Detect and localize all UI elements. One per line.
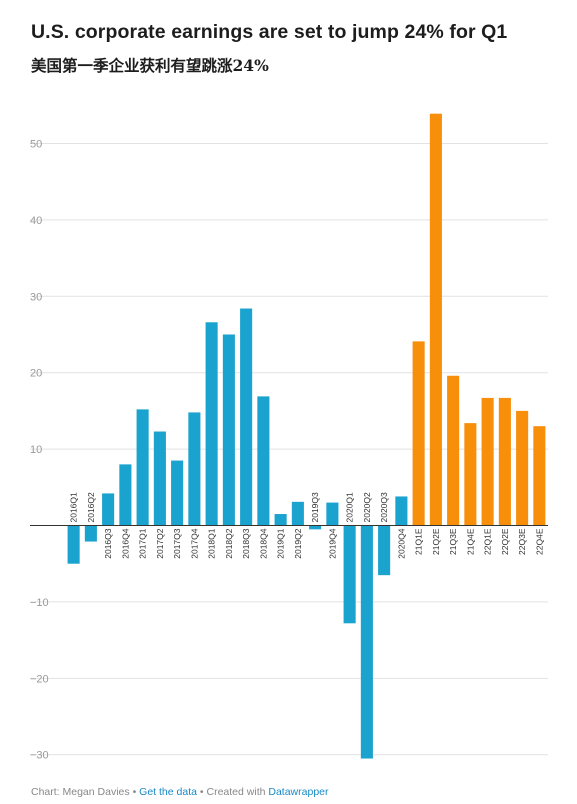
datawrapper-link[interactable]: Datawrapper — [268, 786, 329, 798]
gridlines: −30 −20 −10 10 20 30 40 50 — [30, 138, 548, 762]
category-label: 21Q3E — [448, 528, 458, 555]
category-label: 22Q2E — [500, 528, 510, 555]
footer: Chart: Megan Davies • Get the data • Cre… — [31, 786, 329, 798]
category-label: 2018Q2 — [224, 528, 234, 559]
y-tick-label: −20 — [30, 673, 49, 685]
bar-21Q1E — [412, 341, 425, 526]
y-tick-label: −10 — [30, 597, 49, 609]
bar-22Q1E — [481, 397, 494, 526]
category-label: 2018Q3 — [241, 528, 251, 559]
category-label: 2017Q2 — [155, 528, 165, 559]
category-label: 2020Q3 — [379, 492, 389, 523]
category-label: 21Q1E — [414, 528, 424, 555]
category-label: 2016Q2 — [86, 492, 96, 523]
footer-separator: • — [132, 786, 137, 798]
category-label: 2017Q3 — [172, 528, 182, 559]
bar-21Q3E — [447, 375, 460, 526]
bars — [67, 113, 546, 759]
y-tick-label: 10 — [30, 444, 42, 456]
bar-2016Q1 — [67, 525, 80, 564]
category-label: 22Q1E — [483, 528, 493, 555]
footer-created-with: Created with — [206, 786, 266, 798]
y-tick-label: 50 — [30, 138, 42, 150]
category-label: 2018Q4 — [258, 528, 268, 559]
bar-2017Q4 — [188, 412, 201, 526]
category-label: 2016Q4 — [120, 528, 130, 559]
category-label: 2017Q4 — [189, 528, 199, 559]
bar-22Q4E — [533, 426, 546, 526]
category-label: 2016Q3 — [103, 528, 113, 559]
category-label: 2020Q2 — [362, 492, 372, 523]
bar-2019Q2 — [291, 501, 304, 526]
bar-2020Q3 — [378, 525, 391, 576]
category-label: 2018Q1 — [207, 528, 217, 559]
bar-2017Q3 — [171, 460, 184, 526]
bar-2016Q2 — [84, 525, 97, 542]
bar-21Q2E — [429, 113, 442, 526]
bar-2020Q4 — [395, 496, 408, 526]
category-label: 2020Q1 — [345, 492, 355, 523]
bar-2017Q1 — [136, 409, 149, 526]
category-label: 21Q4E — [465, 528, 475, 555]
y-tick-label: 20 — [30, 368, 42, 380]
footer-separator: • — [199, 786, 204, 798]
bar-2020Q2 — [360, 525, 373, 759]
y-tick-label: 30 — [30, 291, 42, 303]
category-label: 21Q2E — [431, 528, 441, 555]
footer-credit: Chart: Megan Davies — [31, 786, 130, 798]
category-label: 22Q4E — [534, 528, 544, 555]
bar-2019Q4 — [326, 502, 339, 526]
category-label: 2017Q1 — [138, 528, 148, 559]
bar-2018Q2 — [222, 334, 235, 526]
category-label: 2019Q1 — [276, 528, 286, 559]
chart-title: U.S. corporate earnings are set to jump … — [31, 21, 508, 43]
y-tick-label: −30 — [30, 750, 49, 762]
bar-2018Q1 — [205, 322, 218, 526]
bar-22Q3E — [516, 410, 529, 526]
bar-2019Q3 — [309, 525, 322, 530]
bar-22Q2E — [498, 397, 511, 526]
category-label: 2019Q4 — [327, 528, 337, 559]
bar-2018Q4 — [257, 396, 270, 526]
category-label: 2016Q1 — [69, 492, 79, 523]
bar-2017Q2 — [153, 431, 166, 526]
bar-2016Q4 — [119, 464, 132, 526]
bar-2020Q1 — [343, 525, 356, 624]
bar-21Q4E — [464, 423, 477, 526]
category-label: 2020Q4 — [396, 528, 406, 559]
bar-2019Q1 — [274, 514, 287, 526]
bar-2018Q3 — [240, 308, 253, 526]
category-labels: 2016Q1 2016Q2 2016Q3 2016Q4 2017Q1 2017Q2 2017… — [69, 492, 545, 559]
bar-2016Q3 — [102, 493, 115, 526]
category-label: 22Q3E — [517, 528, 527, 555]
category-label: 2019Q2 — [293, 528, 303, 559]
chart-subtitle: 美国第一季企业获利有望跳涨24% — [31, 56, 269, 75]
get-data-link[interactable]: Get the data — [139, 786, 197, 798]
category-label: 2019Q3 — [310, 492, 320, 523]
y-tick-label: 40 — [30, 215, 42, 227]
